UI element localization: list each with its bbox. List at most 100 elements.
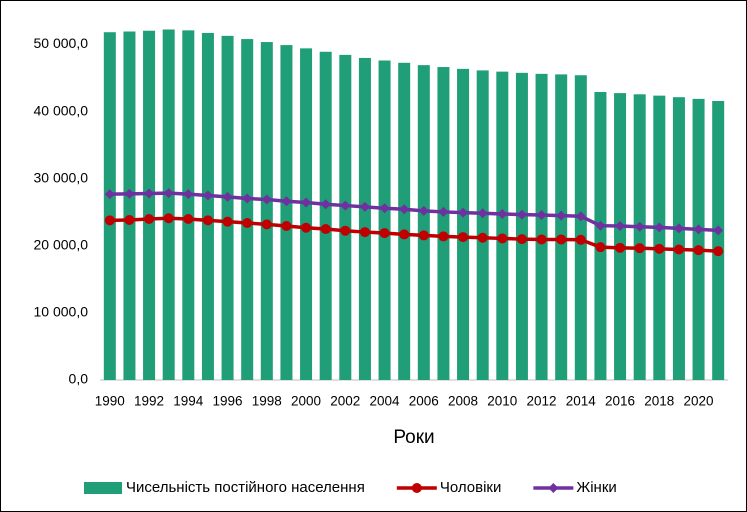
- line-marker: [124, 188, 135, 199]
- line-marker: [301, 197, 312, 208]
- bar: [398, 62, 411, 380]
- bar: [692, 98, 705, 380]
- x-tick-label: 2008: [448, 394, 478, 409]
- bar: [358, 57, 371, 380]
- line-marker: [458, 207, 469, 218]
- line-marker: [242, 218, 253, 229]
- x-tick-label: 1992: [134, 394, 164, 409]
- y-tick-label: 20 000,0: [34, 237, 89, 253]
- line-marker: [163, 188, 174, 199]
- line-marker: [438, 231, 449, 242]
- line-marker: [281, 196, 292, 207]
- bar: [535, 73, 548, 380]
- line-marker: [595, 242, 606, 253]
- line-marker: [399, 204, 410, 215]
- x-tick-label: 1996: [213, 394, 243, 409]
- line-marker: [320, 199, 331, 210]
- line-marker: [516, 209, 527, 220]
- line-marker: [124, 214, 135, 225]
- line-marker: [104, 215, 115, 226]
- bar: [280, 45, 293, 380]
- line-marker: [595, 220, 606, 231]
- line-marker: [104, 189, 115, 200]
- x-tick-label: 2020: [684, 394, 714, 409]
- line-marker: [673, 223, 684, 234]
- line-marker: [497, 208, 508, 219]
- line-marker: [654, 222, 665, 233]
- bar: [241, 39, 254, 380]
- bar: [103, 32, 116, 381]
- x-tick-label: 2006: [409, 394, 439, 409]
- bar: [417, 65, 430, 380]
- line-marker: [693, 224, 704, 235]
- bar: [260, 42, 273, 381]
- bar: [123, 31, 136, 380]
- line-marker: [261, 219, 272, 230]
- line-marker: [144, 213, 155, 224]
- line-marker: [556, 210, 567, 221]
- line-marker: [418, 205, 429, 216]
- line-marker: [144, 188, 155, 199]
- line-marker: [556, 234, 567, 245]
- bar: [339, 54, 352, 380]
- line-marker: [222, 216, 233, 227]
- line-marker: [411, 483, 422, 493]
- line-marker: [575, 234, 586, 245]
- line-marker: [548, 483, 559, 493]
- line-marker: [477, 232, 488, 243]
- line-marker: [261, 194, 272, 205]
- bar: [182, 30, 195, 381]
- x-tick-label: 2016: [605, 394, 635, 409]
- legend-swatch: [84, 482, 122, 494]
- legend-label: Чоловіки: [440, 479, 502, 496]
- line-marker: [536, 209, 547, 220]
- bar: [162, 29, 175, 380]
- x-tick-label: 2004: [370, 394, 401, 409]
- bar: [378, 60, 391, 381]
- bar: [221, 35, 234, 381]
- bar: [515, 72, 528, 380]
- line-marker: [634, 243, 645, 254]
- bar: [201, 32, 214, 380]
- x-tick-label: 1994: [173, 394, 204, 409]
- bar: [476, 70, 489, 380]
- bar: [633, 94, 646, 380]
- x-tick-label: 2014: [566, 394, 597, 409]
- line-marker: [399, 229, 410, 240]
- line-marker: [615, 242, 626, 253]
- bar: [712, 100, 725, 380]
- bar: [496, 71, 509, 380]
- line-marker: [183, 213, 194, 224]
- line-marker: [301, 222, 312, 233]
- bar: [653, 95, 666, 380]
- line-marker: [536, 234, 547, 245]
- line-marker: [163, 213, 174, 224]
- line-marker: [359, 227, 370, 238]
- line-marker: [379, 203, 390, 214]
- x-tick-label: 2012: [527, 394, 557, 409]
- y-tick-label: 30 000,0: [34, 169, 89, 185]
- x-tick-label: 2000: [291, 394, 321, 409]
- bar: [319, 51, 332, 380]
- line-marker: [516, 234, 527, 245]
- bar: [143, 30, 156, 381]
- line-marker: [693, 245, 704, 256]
- bar: [594, 91, 607, 380]
- x-axis-label: Роки: [393, 427, 434, 448]
- line-marker: [222, 191, 233, 202]
- line-marker: [477, 208, 488, 219]
- bar: [574, 75, 587, 380]
- y-tick-label: 40 000,0: [34, 102, 89, 118]
- line-marker: [359, 201, 370, 212]
- line-marker: [202, 190, 213, 201]
- line-marker: [713, 225, 724, 236]
- line-marker: [575, 211, 586, 222]
- bar: [457, 68, 470, 380]
- y-tick-label: 50 000,0: [34, 35, 89, 51]
- line-marker: [340, 200, 351, 211]
- x-tick-label: 1998: [252, 394, 282, 409]
- bar: [672, 97, 685, 381]
- legend-label: Жінки: [576, 479, 616, 496]
- line-marker: [634, 221, 645, 232]
- line-marker: [340, 225, 351, 236]
